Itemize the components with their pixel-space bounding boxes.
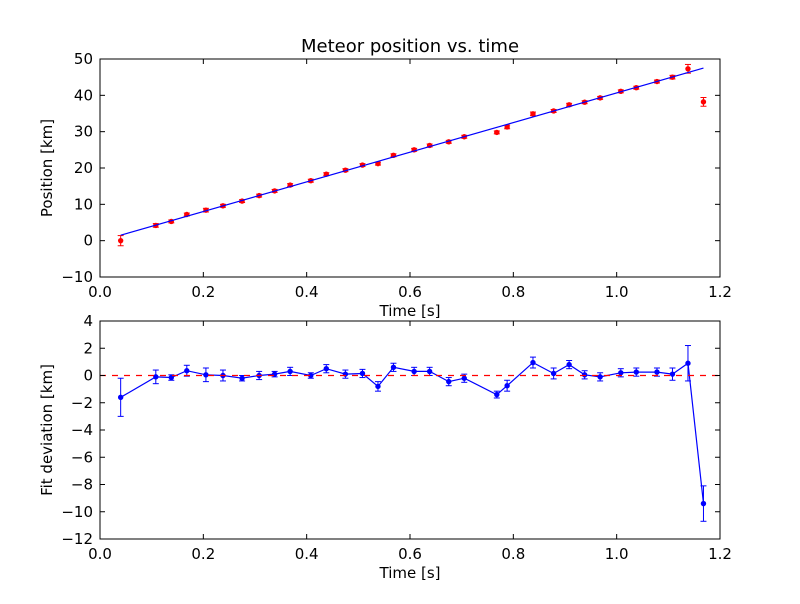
y-tick-label: 50 — [74, 50, 93, 68]
data-point — [117, 237, 124, 244]
x-tick-label: 0.6 — [398, 545, 422, 563]
y-tick-label: 30 — [74, 123, 93, 141]
y-tick-label: 0 — [83, 232, 93, 250]
y-tick-label: 4 — [83, 312, 93, 330]
data-point — [323, 365, 329, 372]
data-point — [530, 111, 536, 117]
data-point — [117, 394, 124, 400]
data-point — [239, 375, 245, 381]
data-point — [504, 383, 510, 389]
data-point — [566, 361, 572, 368]
y-tick-label: 20 — [74, 159, 93, 177]
data-point — [426, 368, 433, 375]
y-tick-label: 10 — [74, 195, 93, 213]
y-tick-label: 40 — [74, 86, 93, 104]
y-tick-label: 2 — [83, 339, 93, 357]
x-axis-label: Time [s] — [379, 302, 441, 320]
data-point — [700, 500, 707, 507]
data-point — [530, 359, 536, 366]
x-tick-label: 0.0 — [88, 283, 112, 301]
y-tick-label: −10 — [61, 268, 93, 286]
data-point — [287, 368, 293, 375]
data-point — [654, 369, 660, 375]
data-point — [494, 391, 500, 398]
x-tick-label: 1.0 — [605, 283, 629, 301]
y-tick-label: −8 — [71, 476, 93, 494]
data-point — [446, 378, 452, 385]
plot-area — [100, 345, 720, 522]
x-tick-label: 0.2 — [191, 545, 215, 563]
y-tick-label: −2 — [71, 394, 93, 412]
data-point — [359, 370, 366, 377]
data-point — [633, 369, 639, 375]
y-tick-label: 0 — [83, 367, 93, 385]
y-tick-label: −12 — [61, 530, 93, 548]
x-tick-label: 0.0 — [88, 545, 112, 563]
data-point — [550, 370, 557, 377]
data-point — [685, 66, 691, 72]
data-point — [375, 383, 381, 390]
y-tick-label: −6 — [71, 448, 93, 466]
data-point — [494, 129, 500, 136]
position-chart: 0.0 0.2 0.4 0.6 0.8 1.0 1.2 −10 0 10 20 30 40 50 Time … — [38, 36, 732, 320]
x-tick-label: 1.0 — [605, 545, 629, 563]
data-point — [390, 364, 397, 371]
x-tick-label: 0.4 — [295, 545, 319, 563]
series-0 — [117, 63, 707, 247]
y-axis-label: Position [km] — [38, 119, 56, 217]
y-tick-label: −4 — [71, 421, 93, 439]
x-tick-label: 0.6 — [398, 283, 422, 301]
data-point — [581, 372, 588, 378]
y-tick-label: −10 — [61, 503, 93, 521]
data-point — [153, 374, 159, 380]
y-axis-label: Fit deviation [km] — [38, 364, 56, 496]
data-point — [411, 368, 417, 375]
x-axis-label: Time [s] — [379, 564, 441, 582]
x-tick-label: 0.8 — [501, 283, 525, 301]
data-point — [597, 374, 603, 380]
x-tick-label: 0.2 — [191, 283, 215, 301]
x-tick-label: 1.2 — [708, 283, 732, 301]
data-point — [203, 372, 209, 378]
x-tick-label: 0.8 — [501, 545, 525, 563]
x-tick-label: 0.4 — [295, 283, 319, 301]
data-point — [669, 371, 676, 377]
data-point — [618, 370, 624, 376]
data-point — [184, 368, 190, 374]
chart-title: Meteor position vs. time — [301, 36, 519, 57]
data-point — [685, 360, 691, 366]
data-point — [461, 375, 467, 381]
fit-line — [120, 67, 704, 236]
deviation-chart: 0.0 0.2 0.4 0.6 0.8 1.0 1.2 −12 −10 −8 −6 −4 −2 0 2 4 Ti… — [38, 312, 732, 582]
x-tick-label: 1.2 — [708, 545, 732, 563]
data-point — [700, 99, 707, 105]
series-1 — [120, 67, 704, 236]
data-point — [168, 374, 175, 381]
plot-area — [117, 63, 707, 247]
